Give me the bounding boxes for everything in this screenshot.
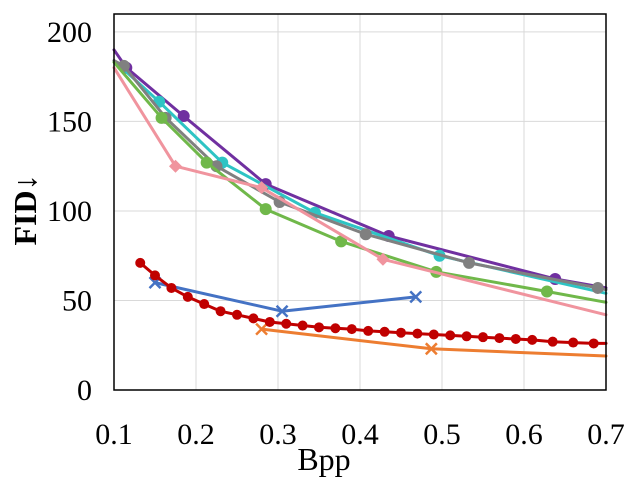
data-point-green (200, 156, 213, 169)
data-point-red (182, 291, 193, 302)
grid-lines (113, 14, 607, 391)
y-tick-labels: 0 50 100 150 200 (47, 16, 92, 407)
series-blue (148, 276, 423, 318)
data-point-orange-stroke (255, 322, 268, 336)
y-tick-label: 50 (62, 284, 92, 317)
y-tick-label: 200 (47, 16, 92, 49)
data-point-green (335, 235, 348, 248)
data-point-red (264, 316, 275, 327)
y-tick-label: 100 (47, 195, 92, 228)
data-point-red (199, 299, 210, 310)
data-point-red (478, 332, 488, 343)
data-point-pink (169, 159, 182, 173)
data-point-red (510, 333, 521, 344)
data-point-red (363, 325, 374, 336)
data-point-red (330, 323, 341, 334)
data-point-gray (591, 281, 604, 294)
data-point-blue (275, 304, 289, 318)
series-pink (112, 66, 608, 317)
x-tick-label: 0.1 (95, 418, 133, 451)
data-point-red (396, 327, 406, 338)
plot-frame (113, 13, 607, 391)
data-point-gray (463, 256, 476, 269)
series-layer (112, 48, 608, 358)
x-tick-label: 0.4 (341, 418, 379, 451)
data-point-green (259, 203, 272, 216)
series-gray (112, 59, 608, 294)
data-point-red (150, 270, 160, 281)
data-point-red (346, 324, 357, 335)
data-point-blue-stroke (409, 290, 423, 304)
data-point-red (135, 257, 146, 268)
x-tick-label: 0.6 (505, 418, 543, 451)
data-point-red (494, 333, 505, 344)
data-point-red (588, 338, 599, 349)
x-tick-label: 0.3 (259, 418, 297, 451)
data-point-red (297, 320, 308, 331)
data-point-orange-stroke (424, 342, 438, 356)
data-point-red (568, 337, 579, 348)
data-point-red (232, 309, 242, 320)
data-point-red (527, 334, 538, 345)
data-point-red (547, 336, 558, 347)
data-point-red (461, 331, 472, 342)
series-line-green (112, 60, 608, 304)
data-point-red (445, 330, 456, 341)
series-red (135, 257, 608, 349)
data-point-gray (359, 228, 372, 241)
data-point-red (379, 326, 390, 337)
data-point-red (215, 306, 226, 317)
data-point-red (248, 313, 259, 324)
data-point-red (412, 328, 423, 339)
data-point-orange (255, 322, 268, 336)
data-point-blue (409, 290, 423, 304)
data-point-purple (177, 110, 190, 123)
series-orange (255, 322, 608, 358)
x-axis-label: Bpp (297, 441, 350, 477)
data-point-orange (424, 342, 438, 356)
data-point-red (166, 282, 177, 293)
data-point-blue-stroke (275, 304, 289, 318)
data-point-red (314, 322, 324, 333)
data-point-red (428, 329, 439, 340)
data-point-red (281, 318, 292, 329)
y-tick-label: 0 (77, 374, 92, 407)
data-point-green (540, 285, 553, 298)
data-point-green (155, 111, 168, 124)
y-tick-label: 150 (47, 105, 92, 138)
x-tick-labels: 0.1 0.2 0.3 0.4 0.5 0.6 0.7 (95, 418, 625, 451)
x-tick-label: 0.5 (423, 418, 461, 451)
x-tick-label: 0.2 (177, 418, 215, 451)
data-point-pink (376, 252, 390, 266)
y-axis-label: FID↓ (7, 174, 43, 245)
x-tick-label: 0.7 (587, 418, 625, 451)
data-point-pink (255, 181, 269, 195)
